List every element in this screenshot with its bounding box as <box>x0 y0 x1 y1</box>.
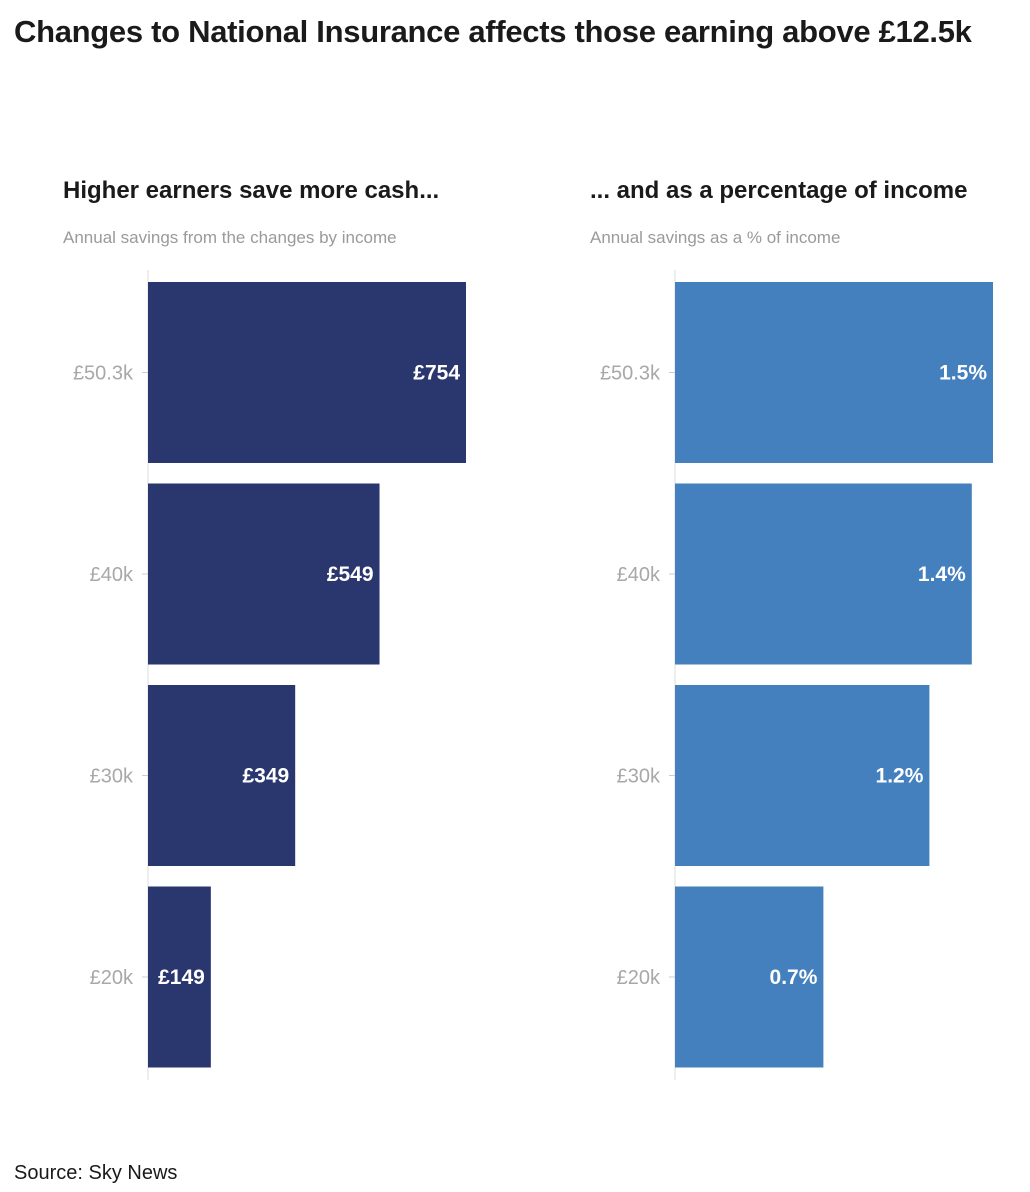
left-bar-chart: £50.3k £754 £40k £549 £30k £349 £20k £149 <box>73 270 466 1080</box>
bar-value-label: £754 <box>413 362 460 385</box>
bar-value-label: £549 <box>327 563 374 586</box>
bar-value-label: 0.7% <box>770 966 818 989</box>
bar <box>675 483 972 665</box>
right-panel-subtitle: Annual savings as a % of income <box>590 228 841 247</box>
right-panel: ... and as a percentage of income Annual… <box>527 0 997 1192</box>
left-panel-title: Higher earners save more cash... <box>63 177 440 204</box>
y-tick-label: £40k <box>90 564 134 586</box>
y-tick-label: £20k <box>617 967 661 989</box>
bar <box>148 886 211 1068</box>
right-panel-title: ... and as a percentage of income <box>590 177 968 204</box>
bar <box>675 282 993 463</box>
y-tick-label: £50.3k <box>73 363 134 385</box>
bar-value-label: 1.4% <box>918 563 966 586</box>
chart-title: Changes to National Insurance affects th… <box>14 14 972 49</box>
bar <box>148 685 296 866</box>
bar-value-label: £149 <box>158 966 205 989</box>
source-note: Source: Sky News <box>14 1162 178 1184</box>
bar-value-label: 1.2% <box>876 765 924 788</box>
left-panel-subtitle: Annual savings from the changes by incom… <box>63 228 397 247</box>
bar <box>675 886 824 1068</box>
y-tick-label: £50.3k <box>600 363 661 385</box>
bar-value-label: 1.5% <box>939 362 987 385</box>
bar <box>148 282 466 463</box>
y-tick-label: £20k <box>90 967 134 989</box>
y-tick-label: £40k <box>617 564 661 586</box>
bar <box>675 685 930 866</box>
bar <box>148 483 380 665</box>
left-panel: Higher earners save more cash... Annual … <box>0 0 470 1192</box>
y-tick-label: £30k <box>617 766 661 788</box>
right-bar-chart: £50.3k 1.5% £40k 1.4% £30k 1.2% £20k 0.7% <box>600 270 993 1080</box>
y-tick-label: £30k <box>90 766 134 788</box>
bar-value-label: £349 <box>242 765 289 788</box>
